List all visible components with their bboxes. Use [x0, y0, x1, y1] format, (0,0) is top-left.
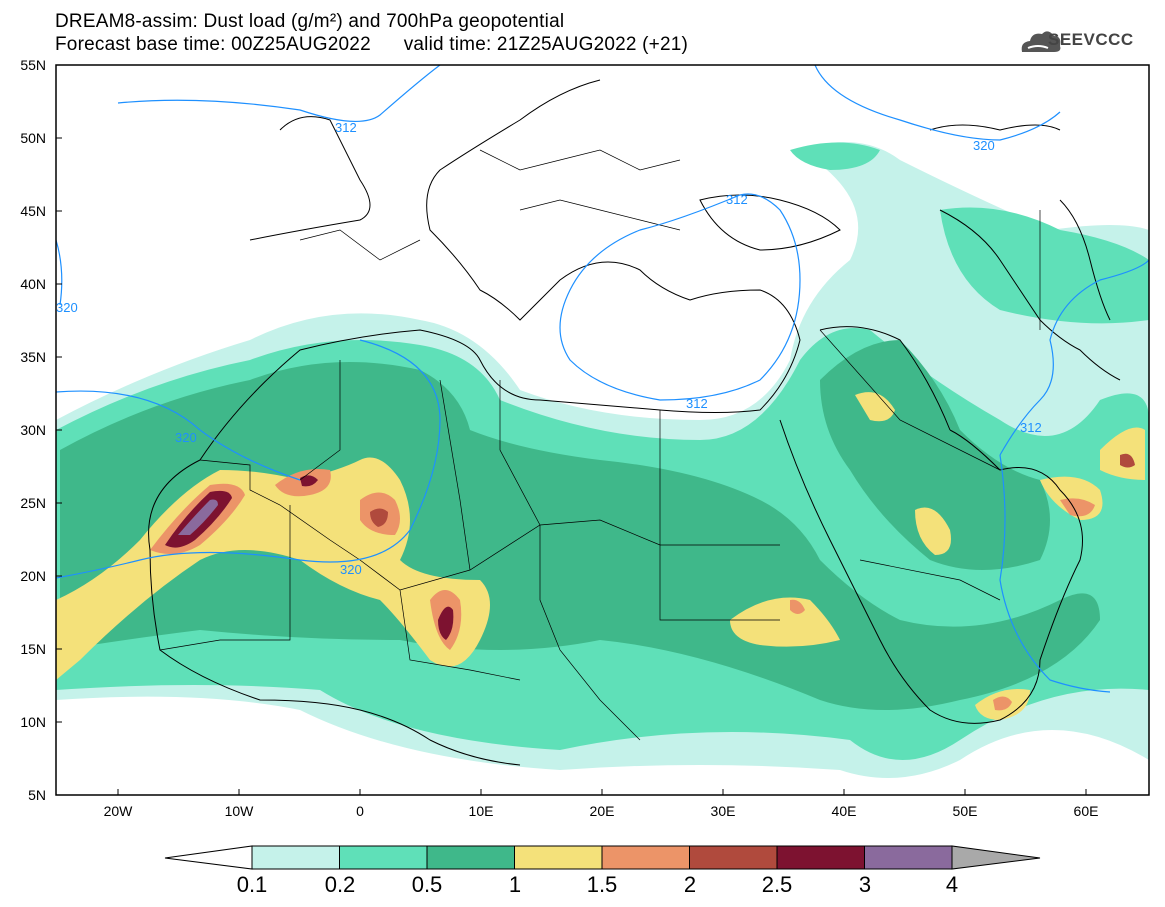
dust-area-0-5 [60, 362, 1100, 710]
dust-area-iran-core [1120, 453, 1135, 468]
dust-area-oman [1060, 498, 1095, 517]
map-subtitle: Forecast base time: 00Z25AUG2022 valid t… [55, 35, 688, 55]
colorbar-label: 0.5 [411, 872, 443, 897]
dust-area-ukraine [790, 142, 880, 170]
lat-label: 50N [20, 130, 46, 146]
contour-label: 320 [175, 430, 197, 445]
dust-area-caucasus [940, 207, 1149, 324]
dust-area-somalia-core [993, 696, 1012, 711]
valid-time: valid time: 21Z25AUG2022 (+21) [403, 34, 689, 55]
dust-area-sudan-core [790, 599, 805, 614]
contour-label: 320 [340, 562, 362, 577]
colorbar-label: 2 [683, 872, 697, 897]
colorbar-label: 0.1 [236, 872, 268, 897]
logo-text: SEEVCCC [1048, 30, 1134, 49]
colorbar-label: 1.5 [586, 872, 618, 897]
geopotential-contours [56, 65, 1149, 693]
map-title: DREAM8-assim: Dust load (g/m²) and 700hP… [55, 11, 565, 32]
dust-area-mali-core [300, 475, 318, 487]
colorbar-label: 1 [508, 872, 522, 897]
contour-label: 320 [56, 300, 78, 315]
contour-label: 320 [973, 138, 995, 153]
colorbar-label: 2.5 [761, 872, 793, 897]
lat-label: 10N [20, 714, 46, 730]
dust-area-sudan [730, 597, 840, 647]
contour-label: 312 [726, 192, 748, 207]
lat-label: 5N [28, 787, 46, 803]
cloud-icon [1021, 31, 1061, 52]
colorbar-label: 0.2 [324, 872, 356, 897]
lon-label: 10W [224, 803, 254, 819]
contour-label: 312 [686, 396, 708, 411]
forecast-base-time: Forecast base time: 00Z25AUG2022 [55, 34, 371, 55]
lat-label: 40N [20, 276, 46, 292]
contour-label: 312 [1020, 420, 1042, 435]
lon-label: 50E [952, 803, 978, 819]
dust-area-iran [1100, 427, 1145, 480]
lon-label: 30E [710, 803, 736, 819]
dust-area-3 [178, 499, 218, 535]
contour-label: 312 [335, 120, 357, 135]
lat-label: 35N [20, 349, 46, 365]
lat-label: 20N [20, 568, 46, 584]
lat-label: 30N [20, 422, 46, 438]
contour-labels: 312 320 320 312 320 320 312 312 [56, 120, 1042, 577]
axis-ticks [56, 64, 1087, 795]
lat-label: 45N [20, 203, 46, 219]
lon-label: 60E [1073, 803, 1099, 819]
lon-label: 20W [103, 803, 133, 819]
colorbar-label: 3 [858, 872, 872, 897]
lon-label: 0 [356, 803, 364, 819]
lat-label: 55N [20, 57, 46, 73]
lon-label: 10E [468, 803, 494, 819]
dust-area-niger-core [438, 606, 454, 640]
dust-area-iraq [855, 392, 895, 422]
lon-label: 20E [589, 803, 615, 819]
dust-area-saudi [915, 507, 951, 555]
lat-label: 15N [20, 641, 46, 657]
colorbar-label: 4 [945, 872, 959, 897]
lat-label: 25N [20, 495, 46, 511]
country-borders [159, 149, 1041, 741]
dust-area-algeria-core [370, 508, 388, 527]
lon-label: 40E [831, 803, 857, 819]
